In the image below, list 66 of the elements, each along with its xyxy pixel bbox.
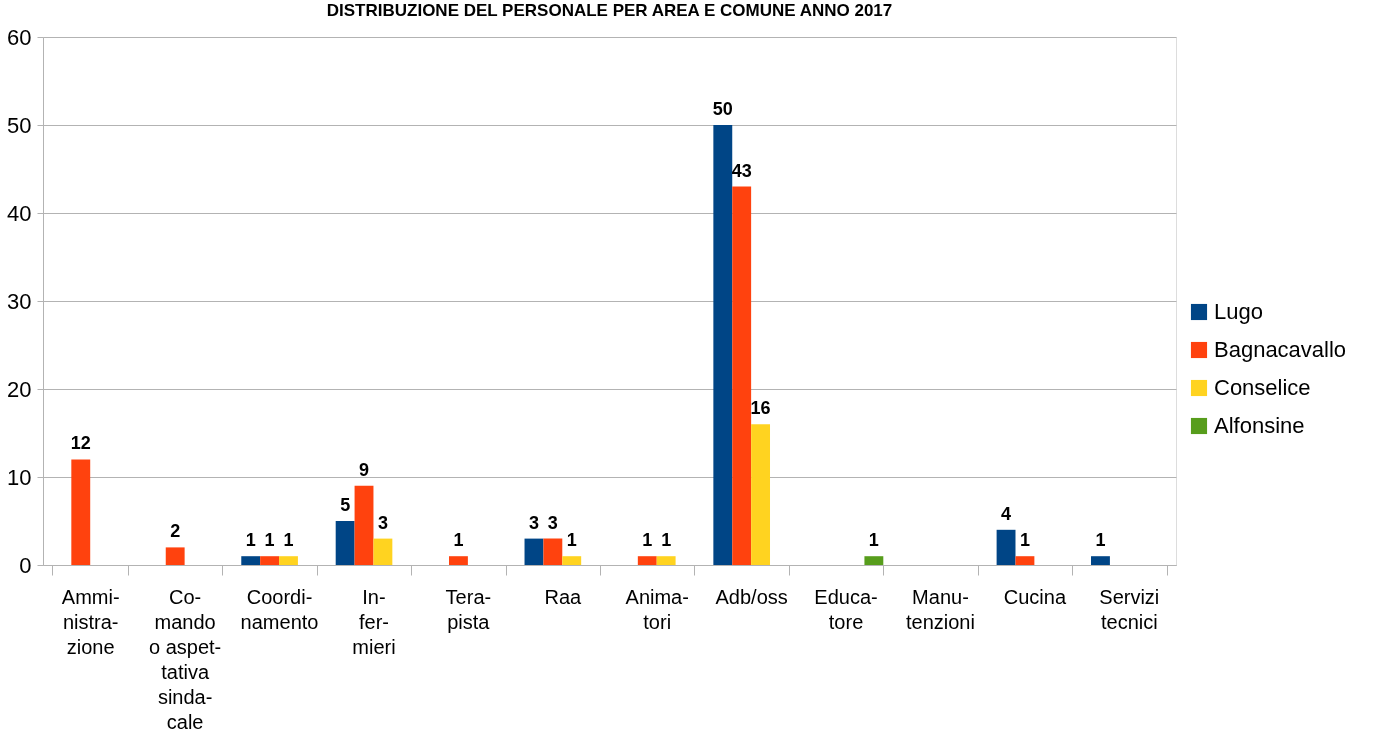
data-label: 1 xyxy=(1019,530,1030,551)
data-label: 9 xyxy=(359,459,370,480)
data-label: 5 xyxy=(340,495,351,515)
y-tick-label: 40 xyxy=(7,200,32,226)
x-tick-label: Cucina xyxy=(1003,585,1067,608)
bar xyxy=(373,538,393,565)
data-label: 4 xyxy=(1001,503,1012,524)
data-label: 1 xyxy=(264,530,275,551)
data-label: 16 xyxy=(750,398,771,419)
y-tick-label: 0 xyxy=(19,552,32,578)
data-label: 1 xyxy=(245,530,256,551)
data-label: 1 xyxy=(453,530,464,551)
bar xyxy=(71,459,91,565)
x-tick-label: Coordi- namento xyxy=(240,585,319,633)
bar xyxy=(713,125,733,565)
data-label: 12 xyxy=(70,433,91,454)
data-label: 1 xyxy=(283,530,294,551)
bar xyxy=(732,186,752,565)
bar xyxy=(562,556,582,565)
legend-label: Conselice xyxy=(1214,375,1311,400)
data-label: 1 xyxy=(661,530,672,551)
bar xyxy=(279,556,298,565)
y-tick-label: 60 xyxy=(7,24,32,50)
data-label: 43 xyxy=(731,160,752,181)
data-label: 50 xyxy=(712,99,733,119)
bar xyxy=(996,529,1016,565)
x-tick-label: Educa- tore xyxy=(814,585,878,633)
data-label: 3 xyxy=(528,512,539,533)
bar xyxy=(751,424,771,565)
y-tick-label: 50 xyxy=(7,112,32,138)
bar xyxy=(241,556,261,565)
chart-title: DISTRIBUZIONE DEL PERSONALE PER AREA E COMUNE ANNO 2017 xyxy=(326,1,893,20)
bar xyxy=(354,485,374,565)
bar xyxy=(656,556,676,565)
legend-label: Lugo xyxy=(1214,299,1263,324)
y-tick-label: 30 xyxy=(7,288,32,314)
bar xyxy=(1015,556,1035,565)
bar xyxy=(543,538,563,565)
x-tick-label: Co- mando o aspet- tativa sinda- cale xyxy=(148,585,222,733)
data-label: 3 xyxy=(377,512,388,533)
x-tick-label: Anima- tori xyxy=(625,585,689,633)
data-label: 3 xyxy=(547,512,558,533)
x-tick-label: Ammi- nistra- zione xyxy=(61,585,120,658)
data-label: 1 xyxy=(1095,530,1106,551)
data-label: 1 xyxy=(868,530,879,551)
x-tick-label: Tera- pista xyxy=(445,585,492,633)
x-tick-label: Manu- tenzioni xyxy=(905,585,975,633)
x-tick-label: Servizi tecnici xyxy=(1099,585,1160,633)
bar xyxy=(1091,556,1110,565)
bar xyxy=(524,538,544,565)
x-tick-label: Adb/oss xyxy=(715,585,788,608)
bar xyxy=(335,521,355,565)
data-label: 1 xyxy=(566,530,577,551)
data-label: 1 xyxy=(642,530,653,551)
legend-label: Bagnacavallo xyxy=(1214,337,1347,362)
bar xyxy=(637,556,657,565)
bar xyxy=(260,556,280,565)
y-tick-label: 20 xyxy=(7,376,32,402)
bar xyxy=(165,547,185,565)
x-tick-label: Raa xyxy=(544,585,583,608)
legend-label: Alfonsine xyxy=(1214,413,1305,438)
x-tick-label: In- fer- mieri xyxy=(352,585,396,658)
data-label: 2 xyxy=(170,521,181,542)
y-tick-label: 10 xyxy=(7,464,32,490)
bar xyxy=(448,556,468,565)
bar xyxy=(864,556,884,565)
